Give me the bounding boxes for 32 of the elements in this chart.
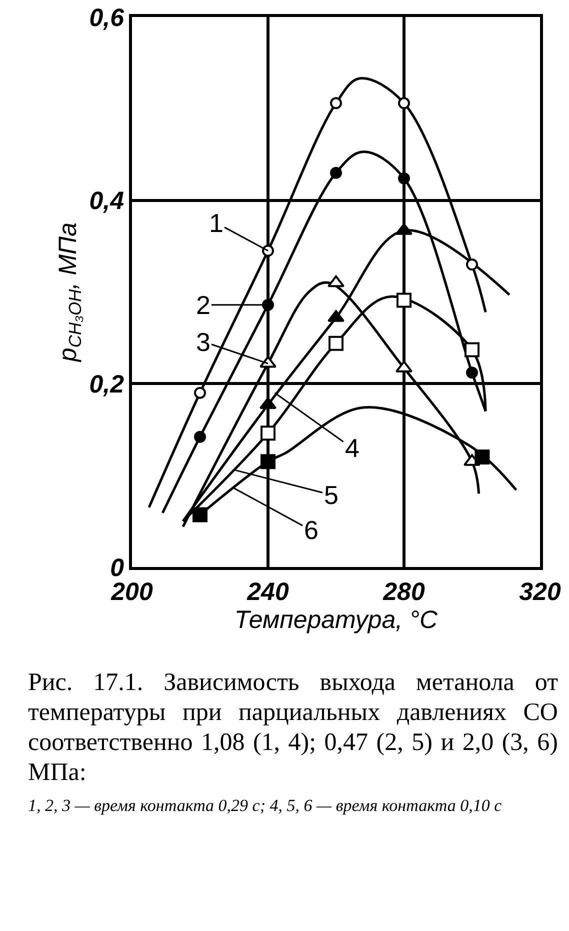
point [398, 172, 410, 184]
annotation: 6 [304, 515, 318, 545]
text: Рис. 17.1. Зависимость выхода метанола от температуры при парциальных давлениях CO соответственно 1,08 (1, 4); 0,47 (2, 5) и 2,0 (3, 6) МПа: [28, 668, 558, 788]
annotation: 1 [209, 208, 224, 238]
point [466, 366, 478, 379]
point [260, 454, 276, 470]
point [398, 97, 410, 110]
point [464, 342, 480, 358]
point [328, 336, 344, 351]
x-tick-label: 280 [382, 578, 425, 606]
annotation: 3 [196, 327, 210, 357]
point [474, 450, 490, 464]
point [262, 244, 274, 257]
x-axis-title: Температура, °C [234, 606, 439, 634]
y-tick-label: 0,4 [89, 187, 124, 216]
point [330, 166, 342, 179]
point [396, 292, 412, 308]
point [262, 298, 274, 311]
text: 1, 2, 3 — время контакта 0,29 с; 4, 5, 6 — время контакта 0,10 с [28, 796, 503, 816]
point [466, 258, 478, 270]
point [330, 97, 342, 110]
y-tick-label: 0,2 [89, 370, 124, 398]
annotation: 2 [196, 290, 210, 320]
point [192, 507, 208, 522]
point [260, 426, 276, 441]
point [194, 430, 206, 443]
point [194, 386, 206, 399]
annotation: 4 [345, 433, 360, 463]
x-tick-label: 240 [246, 578, 289, 606]
annotation: 5 [324, 480, 338, 510]
y-tick-label: 0,6 [89, 4, 126, 32]
x-tick-label: 320 [519, 578, 561, 606]
